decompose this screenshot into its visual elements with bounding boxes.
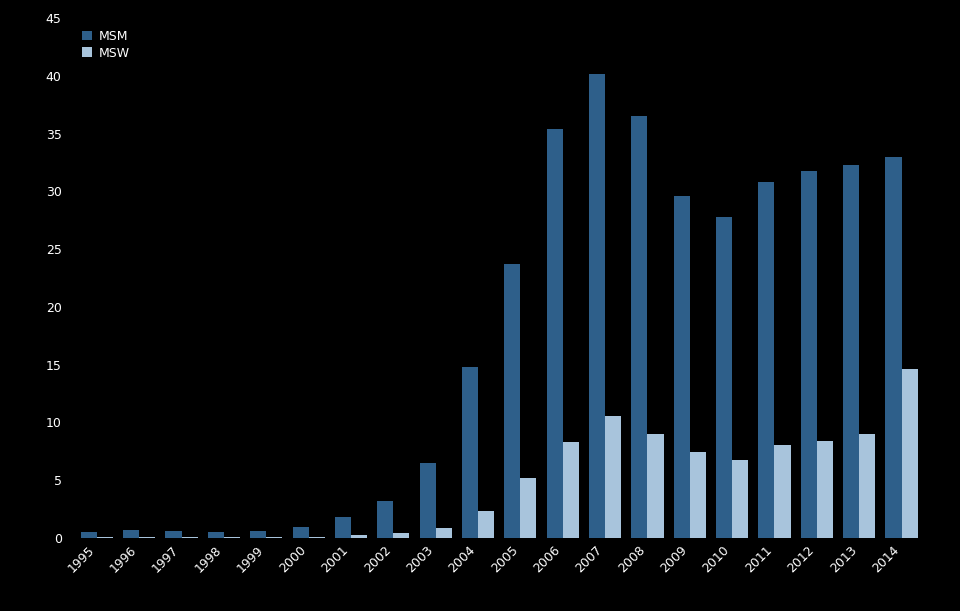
- Bar: [181, 536, 198, 538]
- Bar: [394, 533, 409, 538]
- Bar: [436, 529, 452, 538]
- Bar: [123, 530, 139, 538]
- Bar: [377, 501, 394, 538]
- Bar: [139, 536, 156, 538]
- Bar: [293, 527, 308, 538]
- Bar: [817, 441, 833, 538]
- Bar: [81, 532, 97, 538]
- Bar: [546, 129, 563, 538]
- Bar: [308, 536, 324, 538]
- Bar: [462, 367, 478, 538]
- Legend: MSM, MSW: MSM, MSW: [83, 30, 130, 59]
- Bar: [732, 460, 748, 538]
- Bar: [266, 536, 282, 538]
- Bar: [775, 445, 791, 538]
- Bar: [504, 264, 520, 538]
- Bar: [563, 442, 579, 538]
- Bar: [589, 74, 605, 538]
- Bar: [420, 463, 436, 538]
- Bar: [674, 196, 690, 538]
- Bar: [207, 532, 224, 538]
- Bar: [901, 369, 918, 538]
- Bar: [478, 511, 494, 538]
- Bar: [520, 478, 537, 538]
- Bar: [843, 165, 859, 538]
- Bar: [251, 531, 266, 538]
- Bar: [647, 434, 663, 538]
- Bar: [885, 157, 901, 538]
- Bar: [351, 535, 367, 538]
- Bar: [335, 517, 351, 538]
- Bar: [801, 170, 817, 538]
- Bar: [165, 531, 181, 538]
- Bar: [690, 452, 706, 538]
- Bar: [224, 536, 240, 538]
- Bar: [716, 217, 732, 538]
- Bar: [97, 536, 113, 538]
- Bar: [632, 117, 647, 538]
- Bar: [758, 182, 775, 538]
- Bar: [859, 434, 876, 538]
- Bar: [605, 417, 621, 538]
